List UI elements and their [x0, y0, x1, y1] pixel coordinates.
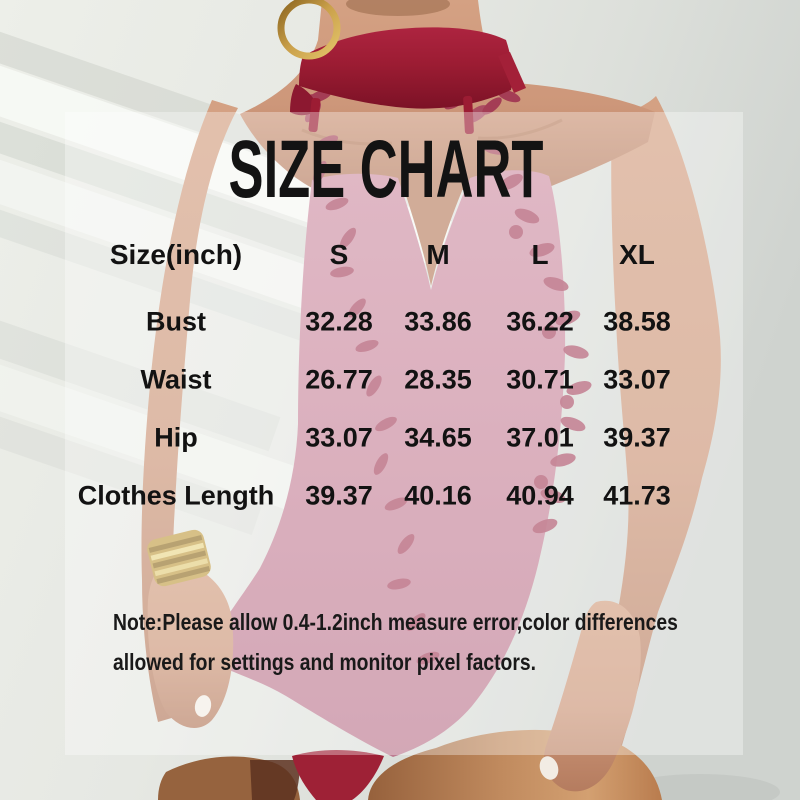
row-label-hip: Hip	[154, 422, 198, 453]
chin-shadow	[346, 0, 450, 16]
table-cell: 30.71	[506, 364, 574, 395]
white-fade-panel	[65, 112, 743, 755]
right-hand-nail	[539, 756, 559, 780]
table-cell: 37.01	[506, 422, 574, 453]
table-cell: 32.28	[305, 306, 373, 337]
table-cell: 36.22	[506, 306, 574, 337]
left-hand-nail	[194, 695, 212, 717]
measure-note: Note:Please allow 0.4-1.2inch measure er…	[113, 602, 785, 682]
table-cell: 40.94	[506, 480, 574, 511]
table-cell: 33.07	[305, 422, 373, 453]
gold-hoop-earring	[277, 0, 341, 60]
table-cell: 34.65	[404, 422, 472, 453]
table-cell: 33.86	[404, 306, 472, 337]
floral-applique	[304, 101, 592, 665]
column-header-s: S	[329, 239, 349, 270]
row-label-waist: Waist	[140, 364, 212, 395]
table-cell: 41.73	[603, 480, 671, 511]
choker-strap-right	[463, 95, 474, 135]
note-line-2: allowed for settings and monitor pixel f…	[113, 649, 536, 675]
choker-strap-left	[308, 97, 321, 133]
bikini-bottom	[292, 750, 384, 800]
collarbone-lines	[301, 118, 563, 146]
column-header-l: L	[531, 239, 549, 270]
right-hand	[544, 600, 641, 792]
table-cell: 40.16	[404, 480, 472, 511]
choker-strap-side	[498, 52, 526, 93]
gold-bracelet	[147, 529, 211, 587]
left-hand	[147, 560, 234, 728]
column-header-unit: Size(inch)	[109, 239, 243, 270]
right-arm	[585, 96, 721, 752]
table-cell: 39.37	[603, 422, 671, 453]
column-header-m: M	[426, 239, 450, 270]
page-title: SIZE CHART	[228, 124, 544, 215]
table-cell: 33.07	[603, 364, 671, 395]
cleavage	[401, 172, 467, 286]
row-label-bust: Bust	[146, 306, 206, 337]
note-line-1: Note:Please allow 0.4-1.2inch measure er…	[113, 609, 678, 635]
column-header-xl: XL	[619, 239, 655, 270]
table-cell: 39.37	[305, 480, 373, 511]
row-label-clothes-length: Clothes Length	[77, 480, 275, 511]
choker-band	[299, 27, 513, 109]
table-cell: 38.58	[603, 306, 671, 337]
table-cell: 26.77	[305, 364, 373, 395]
table-cell: 28.35	[404, 364, 472, 395]
inner-thigh-shadow	[250, 760, 300, 800]
